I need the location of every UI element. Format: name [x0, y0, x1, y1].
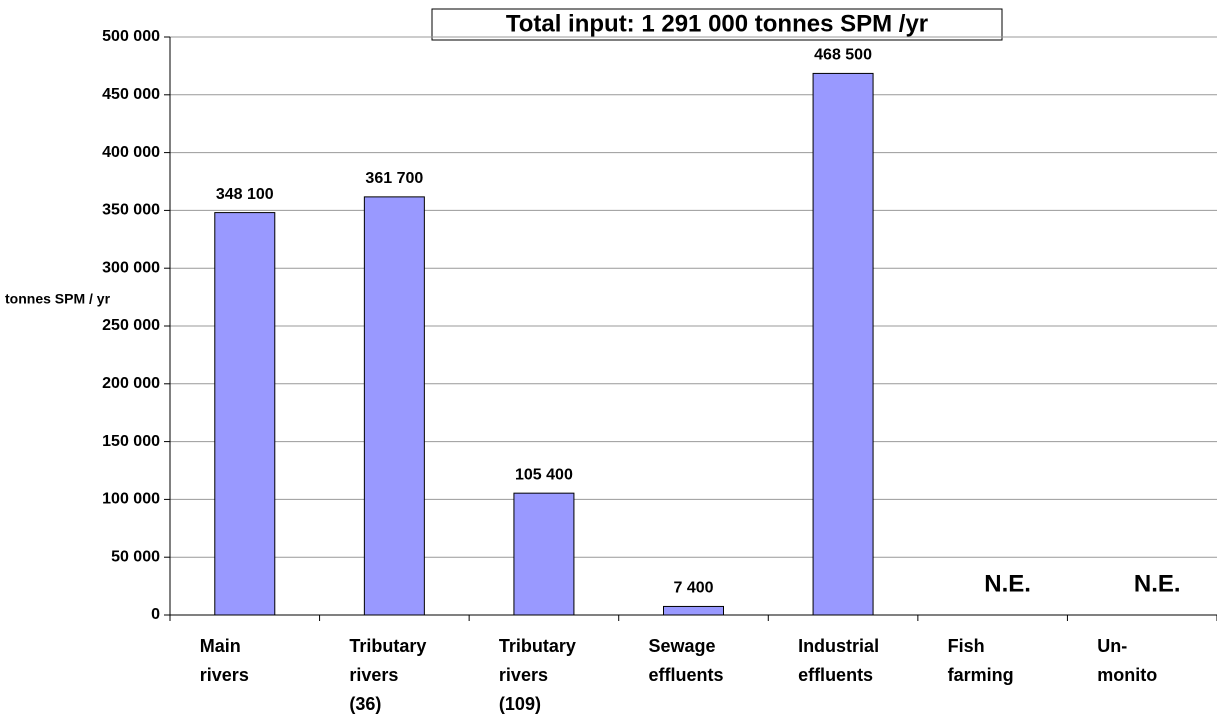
y-tick-label: 50 000 [111, 548, 160, 565]
x-tick-label: Fish farming [948, 636, 1014, 685]
y-axis-label: tonnes SPM / yr [5, 291, 111, 307]
x-tick-label: Sewage effluents [649, 636, 724, 685]
y-tick-label: 400 000 [102, 144, 160, 161]
value-label: N.E. [1134, 570, 1181, 597]
y-tick-label: 350 000 [102, 202, 160, 219]
value-label: 348 100 [216, 186, 274, 203]
x-tick-label: Un-monito [1097, 636, 1157, 685]
title-box [431, 8, 1003, 41]
y-tick-label: 100 000 [102, 491, 160, 508]
x-tick-label: Main rivers [200, 636, 249, 685]
x-tick-label: Industrial effluents [798, 636, 879, 685]
y-tick-label: 0 [151, 606, 160, 623]
bar [812, 72, 874, 616]
chart-title: Total input: 1 291 000 tonnes SPM /yr [506, 10, 928, 37]
value-label: N.E. [984, 570, 1031, 597]
value-label: 7 400 [673, 580, 713, 597]
bar [663, 605, 724, 616]
bar [363, 196, 425, 616]
value-label: 361 700 [365, 170, 423, 187]
x-tick-label: Tributary rivers (36) [349, 636, 426, 714]
bar [513, 492, 575, 616]
y-tick-label: 300 000 [102, 259, 160, 276]
x-tick-label: Tributary rivers (109) [499, 636, 576, 714]
y-tick-label: 250 000 [102, 317, 160, 334]
bar [214, 212, 276, 616]
value-label: 105 400 [515, 466, 573, 483]
value-label: 468 500 [814, 47, 872, 64]
y-tick-label: 500 000 [102, 28, 160, 45]
y-tick-label: 200 000 [102, 375, 160, 392]
y-tick-label: 450 000 [102, 86, 160, 103]
y-tick-label: 150 000 [102, 433, 160, 450]
